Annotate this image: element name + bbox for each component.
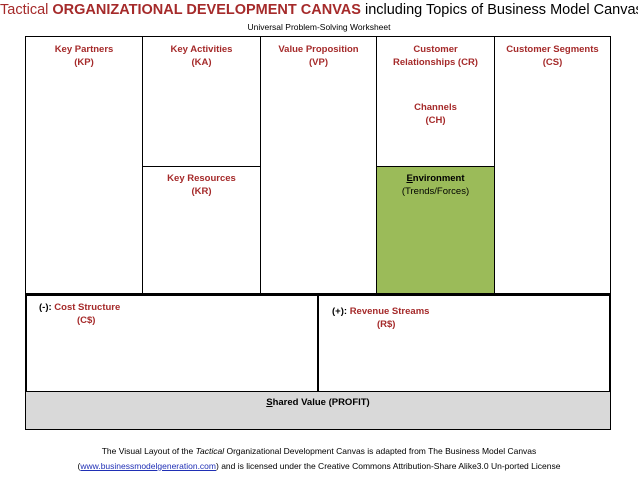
revenue-streams-code: (R$)	[377, 319, 396, 330]
value-proposition-block: Value Proposition (VP)	[260, 36, 377, 294]
key-resources-block: Key Resources (KR)	[142, 166, 261, 294]
title-prefix: Tactical	[0, 2, 49, 18]
cost-structure-code: (C$)	[77, 315, 96, 326]
key-activities-code: (KA)	[191, 57, 212, 68]
environment-label: Environment	[406, 173, 465, 184]
cost-structure-label: (-): Cost Structure	[39, 302, 121, 313]
title-suffix: including Topics of Business Model Canva…	[364, 2, 638, 18]
customer-relationships-block: Customer Relationships (CR) Channels (CH…	[376, 36, 495, 167]
customer-relationships-label-2: Relationships (CR)	[393, 57, 478, 68]
key-resources-code: (KR)	[191, 186, 212, 197]
customer-segments-label: Customer Segments	[506, 44, 599, 55]
customer-relationships-label-1: Customer	[413, 44, 458, 55]
key-partners-block: Key Partners (KP)	[25, 36, 143, 294]
footer-line-1: The Visual Layout of the Tactical Organi…	[101, 446, 537, 456]
shared-value-label: Shared Value (PROFIT)	[266, 397, 370, 408]
value-proposition-label: Value Proposition	[278, 44, 359, 55]
key-partners-label: Key Partners	[54, 44, 114, 55]
value-proposition-code: (VP)	[309, 57, 328, 68]
title-main: ORGANIZATIONAL DEVELOPMENT CANVAS	[52, 2, 361, 18]
environment-sub: (Trends/Forces)	[401, 186, 470, 197]
cost-structure-block: (-): Cost Structure (C$)	[25, 294, 319, 393]
business-model-link[interactable]: www.businessmodelgeneration.com	[80, 461, 216, 471]
revenue-streams-block: (+): Revenue Streams (R$)	[317, 294, 611, 393]
revenue-streams-label: (+): Revenue Streams	[332, 306, 430, 317]
key-activities-label: Key Activities	[170, 44, 233, 55]
channels-code: (CH)	[425, 115, 446, 126]
shared-value-block: Shared Value (PROFIT)	[25, 391, 611, 430]
customer-segments-block: Customer Segments (CS)	[494, 36, 611, 294]
key-activities-block: Key Activities (KA)	[142, 36, 261, 167]
footer-line-2: (www.businessmodelgeneration.com) and is…	[77, 461, 561, 471]
page-subtitle: Universal Problem-Solving Worksheet	[247, 22, 391, 32]
key-partners-code: (KP)	[74, 57, 94, 68]
key-resources-label: Key Resources	[167, 173, 236, 184]
environment-block: Environment (Trends/Forces)	[376, 166, 495, 294]
channels-label: Channels	[414, 102, 457, 113]
page-title: Tactical ORGANIZATIONAL DEVELOPMENT CANV…	[0, 2, 638, 18]
customer-segments-code: (CS)	[542, 57, 563, 68]
